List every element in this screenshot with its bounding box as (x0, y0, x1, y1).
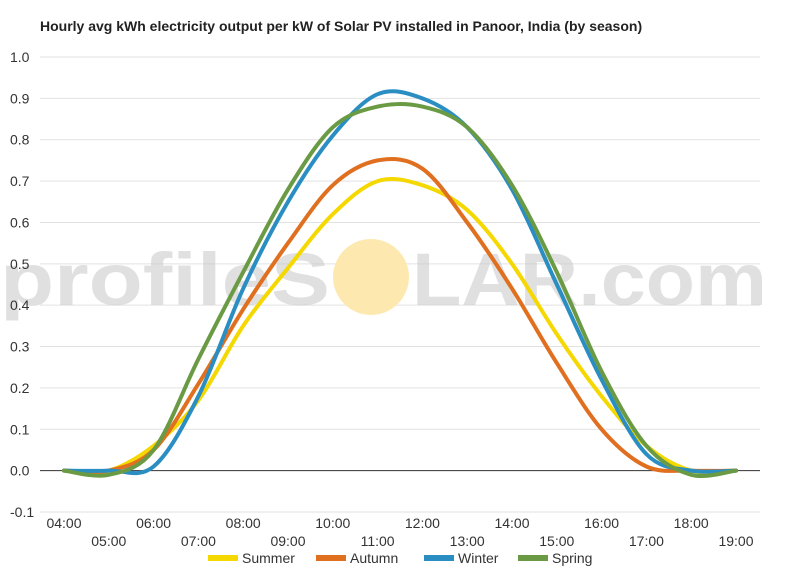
y-tick-label: 0.8 (10, 132, 30, 148)
series-line-spring (62, 102, 738, 478)
legend-label-winter: Winter (458, 550, 499, 566)
legend-label-spring: Spring (552, 550, 592, 566)
x-tick-label: 07:00 (181, 533, 216, 549)
chart-title: Hourly avg kWh electricity output per kW… (40, 18, 643, 34)
series-layer (62, 89, 738, 478)
legend-label-autumn: Autumn (350, 550, 398, 566)
x-tick-label: 13:00 (450, 533, 485, 549)
legend-swatch-autumn (316, 555, 346, 561)
legend-swatch-winter (424, 555, 454, 561)
y-tick-label: -0.1 (10, 504, 34, 520)
legend-swatch-spring (518, 555, 548, 561)
watermark-text-right: LAR.com (412, 238, 767, 321)
x-tick-label: 15:00 (539, 533, 574, 549)
y-tick-label: 0.5 (10, 256, 30, 272)
y-axis-ticks: 1.0 0.9 0.8 0.7 0.6 0.5 0.4 0.3 0.2 0.1 0.0 -0.1 (10, 49, 34, 520)
y-tick-label: 0.2 (10, 380, 30, 396)
series-line-summer (62, 177, 738, 475)
x-tick-label: 08:00 (226, 515, 261, 531)
x-tick-label: 12:00 (405, 515, 440, 531)
x-tick-label: 10:00 (315, 515, 350, 531)
series-line-winter (62, 89, 738, 476)
y-tick-label: 1.0 (10, 49, 30, 65)
watermark: profileS LAR.com (0, 238, 767, 321)
x-tick-label: 09:00 (270, 533, 305, 549)
x-tick-label: 19:00 (718, 533, 753, 549)
legend-swatch-summer (208, 555, 238, 561)
x-tick-label: 05:00 (91, 533, 126, 549)
y-tick-label: 0.7 (10, 173, 30, 189)
y-tick-label: 0.4 (10, 297, 30, 313)
y-tick-label: 0.9 (10, 90, 30, 106)
x-tick-label: 16:00 (584, 515, 619, 531)
y-tick-label: 0.6 (10, 214, 30, 230)
x-tick-label: 04:00 (46, 515, 81, 531)
x-tick-label: 18:00 (674, 515, 709, 531)
x-axis-ticks: 04:00 05:00 06:00 07:00 08:00 09:00 10:00 11:00… (46, 515, 753, 549)
legend-label-summer: Summer (242, 550, 295, 566)
legend: Summer Autumn Winter Spring (208, 550, 592, 566)
x-tick-label: 11:00 (361, 533, 395, 549)
series-line-autumn (62, 157, 738, 475)
watermark-text-left: profileS (0, 238, 330, 321)
y-tick-label: 0.3 (10, 339, 30, 355)
y-tick-label: 0.0 (10, 463, 30, 479)
x-tick-label: 17:00 (629, 533, 664, 549)
x-tick-label: 06:00 (136, 515, 171, 531)
watermark-sun-icon (333, 239, 409, 315)
x-tick-label: 14:00 (494, 515, 529, 531)
y-tick-label: 0.1 (10, 421, 30, 437)
